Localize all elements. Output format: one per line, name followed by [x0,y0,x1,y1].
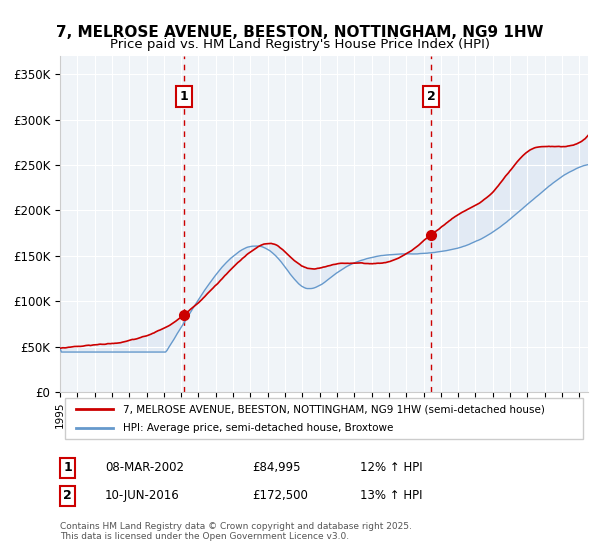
Text: 7, MELROSE AVENUE, BEESTON, NOTTINGHAM, NG9 1HW (semi-detached house): 7, MELROSE AVENUE, BEESTON, NOTTINGHAM, … [124,404,545,414]
Text: 08-MAR-2002: 08-MAR-2002 [105,461,184,474]
FancyBboxPatch shape [65,399,583,439]
Text: 1: 1 [180,90,188,103]
Text: 1: 1 [63,461,72,474]
Text: 2: 2 [427,90,436,103]
Text: £172,500: £172,500 [252,489,308,502]
Text: 2: 2 [63,489,72,502]
Text: Price paid vs. HM Land Registry's House Price Index (HPI): Price paid vs. HM Land Registry's House … [110,38,490,51]
Text: HPI: Average price, semi-detached house, Broxtowe: HPI: Average price, semi-detached house,… [124,423,394,433]
Text: 13% ↑ HPI: 13% ↑ HPI [360,489,422,502]
Text: Contains HM Land Registry data © Crown copyright and database right 2025.
This d: Contains HM Land Registry data © Crown c… [60,522,412,542]
Text: £84,995: £84,995 [252,461,301,474]
Text: 12% ↑ HPI: 12% ↑ HPI [360,461,422,474]
Text: 10-JUN-2016: 10-JUN-2016 [105,489,180,502]
Text: 7, MELROSE AVENUE, BEESTON, NOTTINGHAM, NG9 1HW: 7, MELROSE AVENUE, BEESTON, NOTTINGHAM, … [56,25,544,40]
